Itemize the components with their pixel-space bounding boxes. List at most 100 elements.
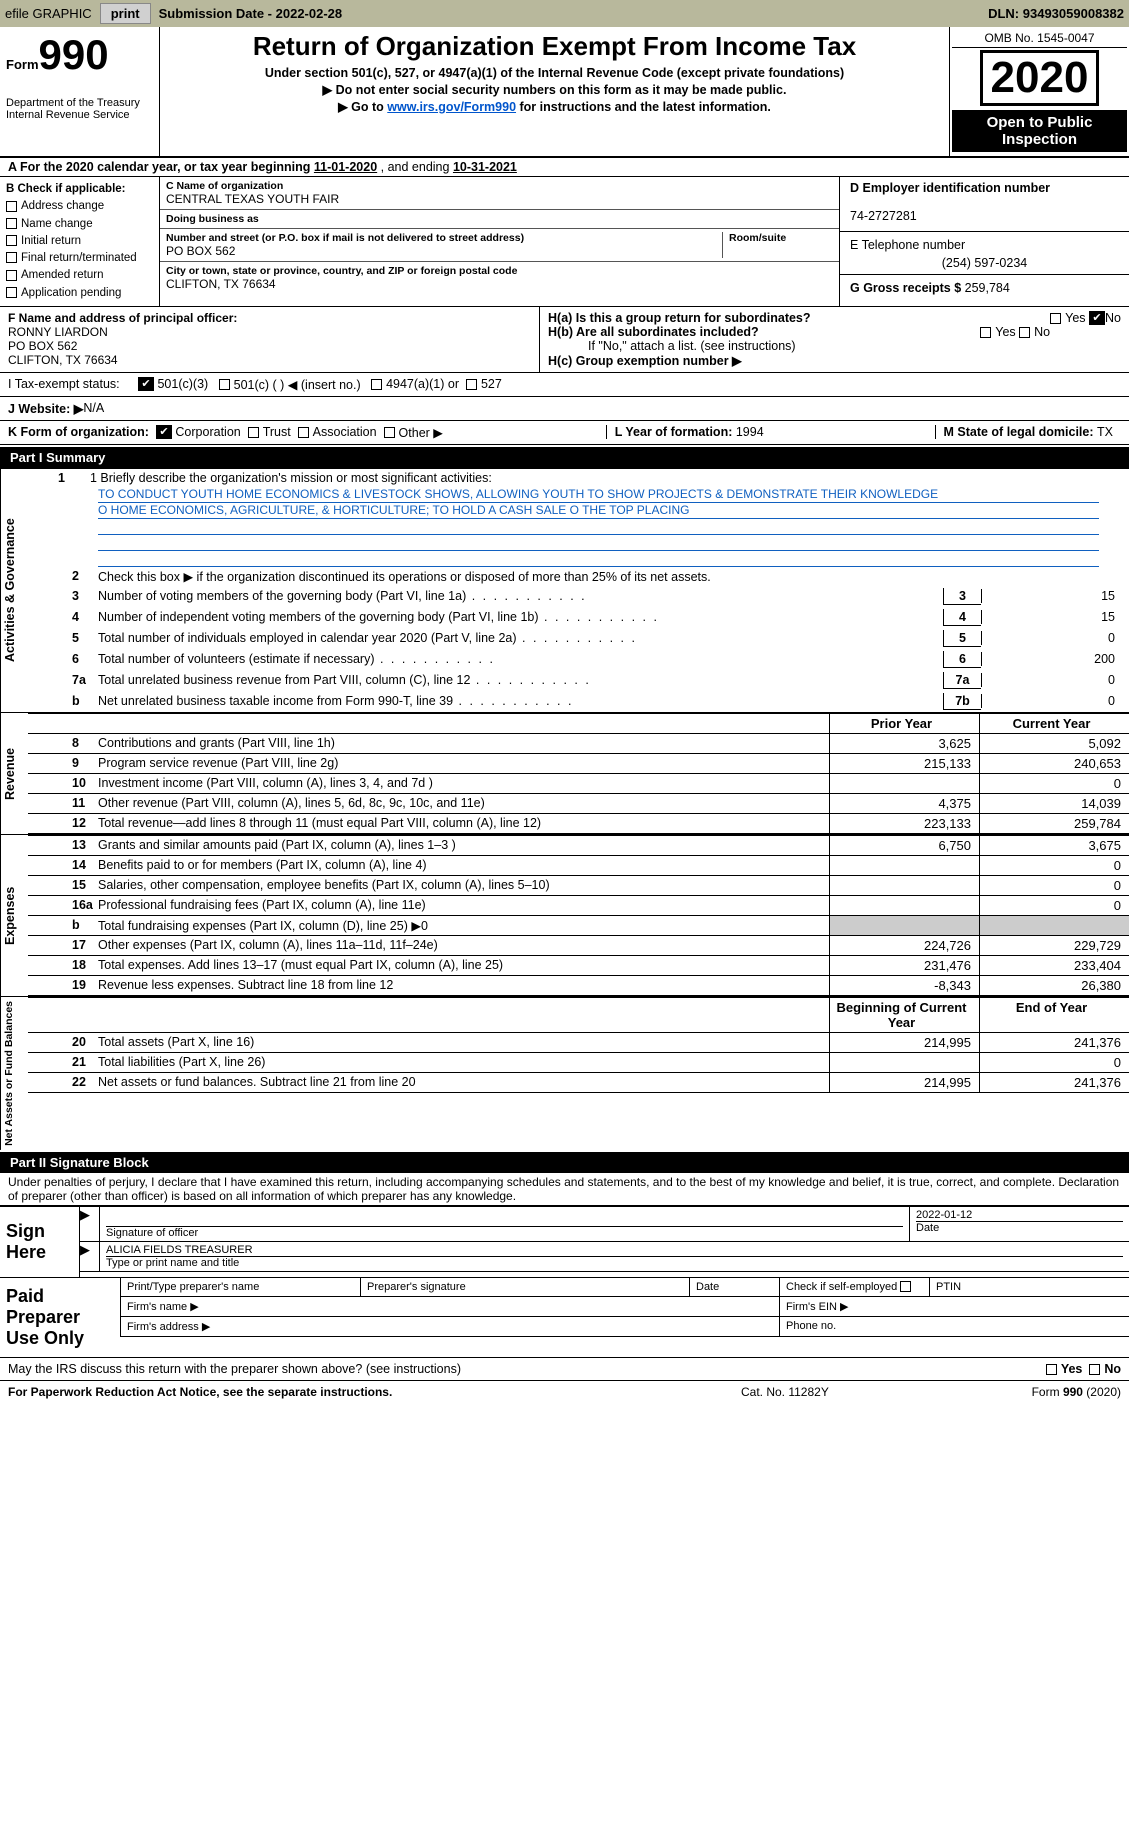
efile-label: efile GRAPHIC <box>5 6 92 21</box>
mission-line-1: TO CONDUCT YOUTH HOME ECONOMICS & LIVEST… <box>98 487 1099 503</box>
gov-row: 5 Total number of individuals employed i… <box>28 628 1129 649</box>
checkbox-address-change[interactable] <box>6 201 17 212</box>
prep-name-hdr: Print/Type preparer's name <box>120 1278 360 1296</box>
k-corp-checked: ✔ <box>156 425 172 439</box>
subtitle-1: Under section 501(c), 527, or 4947(a)(1)… <box>166 66 943 80</box>
table-row: 17Other expenses (Part IX, column (A), l… <box>28 936 1129 956</box>
hb-yes[interactable] <box>980 327 991 338</box>
topbar: efile GRAPHIC print Submission Date - 20… <box>0 0 1129 27</box>
checkbox-name-change[interactable] <box>6 218 17 229</box>
mayirs-no[interactable] <box>1089 1364 1100 1375</box>
k-trust[interactable] <box>248 427 259 438</box>
state-domicile: M State of legal domicile: TX <box>935 425 1121 439</box>
k-other[interactable] <box>384 427 395 438</box>
subtitle-3: ▶ Go to www.irs.gov/Form990 for instruct… <box>166 99 943 114</box>
prep-date-hdr: Date <box>689 1278 779 1296</box>
table-row: 22Net assets or fund balances. Subtract … <box>28 1073 1129 1093</box>
form-of-org-row: K Form of organization: ✔ Corporation Tr… <box>0 421 1129 445</box>
table-row: 10Investment income (Part VIII, column (… <box>28 774 1129 794</box>
part-ii-header: Part II Signature Block <box>0 1152 1129 1173</box>
mission-label: 1 Briefly describe the organization's mi… <box>72 471 492 485</box>
table-row: 20Total assets (Part X, line 16) 214,995… <box>28 1033 1129 1053</box>
table-row: 19Revenue less expenses. Subtract line 1… <box>28 976 1129 996</box>
dln: DLN: 93493059008382 <box>988 6 1124 21</box>
sig-officer-label: Signature of officer <box>106 1227 198 1239</box>
prep-check: Check if self-employed <box>779 1278 929 1296</box>
open-public-badge: Open to Public Inspection <box>952 110 1127 152</box>
catalog-number: Cat. No. 11282Y <box>741 1385 941 1399</box>
gross-receipts-label: G Gross receipts $ <box>850 281 965 295</box>
department-label: Department of the Treasury Internal Reve… <box>6 97 153 121</box>
gov-row: 6 Total number of volunteers (estimate i… <box>28 649 1129 670</box>
gross-receipts: 259,784 <box>965 281 1010 295</box>
table-row: 21Total liabilities (Part X, line 26) 0 <box>28 1053 1129 1073</box>
submission-date-label: Submission Date - 2022-02-28 <box>159 6 343 21</box>
sign-here-label: Sign Here <box>0 1207 80 1277</box>
officer-label: F Name and address of principal officer: <box>8 311 237 325</box>
city-label: City or town, state or province, country… <box>166 265 833 277</box>
form-number: Form990 <box>6 31 153 79</box>
phone: (254) 597-0234 <box>942 256 1027 270</box>
checkbox-final-return[interactable] <box>6 252 17 263</box>
ein: 74-2727281 <box>850 209 917 223</box>
form-page-label: Form 990 (2020) <box>941 1385 1121 1399</box>
dba-label: Doing business as <box>166 213 833 225</box>
date-label: Date <box>916 1222 939 1234</box>
status-527-checkbox[interactable] <box>466 379 477 390</box>
form-title: Return of Organization Exempt From Incom… <box>166 31 943 62</box>
firm-ein: Firm's EIN ▶ <box>779 1297 1129 1316</box>
firm-name: Firm's name ▶ <box>120 1297 779 1316</box>
ha-no-checked: ✔ <box>1089 311 1105 325</box>
gov-row: 3 Number of voting members of the govern… <box>28 586 1129 607</box>
table-row: 11Other revenue (Part VIII, column (A), … <box>28 794 1129 814</box>
table-row: 18Total expenses. Add lines 13–17 (must … <box>28 956 1129 976</box>
line-2: Check this box ▶ if the organization dis… <box>58 569 1121 584</box>
address-label: Number and street (or P.O. box if mail i… <box>166 232 722 244</box>
status-501c-checkbox[interactable] <box>219 379 230 390</box>
status-4947-checkbox[interactable] <box>371 379 382 390</box>
prep-sig-hdr: Preparer's signature <box>360 1278 689 1296</box>
table-row: 12Total revenue—add lines 8 through 11 (… <box>28 814 1129 834</box>
arrow-icon: ▶ <box>80 1207 100 1241</box>
table-row: 15Salaries, other compensation, employee… <box>28 876 1129 896</box>
typed-name: ALICIA FIELDS TREASURER <box>106 1244 1123 1257</box>
paid-preparer-label: Paid Preparer Use Only <box>0 1278 120 1357</box>
room-label: Room/suite <box>729 232 833 244</box>
gov-row: 7a Total unrelated business revenue from… <box>28 670 1129 691</box>
checkbox-initial-return[interactable] <box>6 235 17 246</box>
year-formation: L Year of formation: 1994 <box>606 425 772 439</box>
print-button[interactable]: print <box>100 3 151 24</box>
officer-name: RONNY LIARDON <box>8 325 108 339</box>
form-header: Form990 Department of the Treasury Inter… <box>0 27 1129 158</box>
part-i-header: Part I Summary <box>0 447 1129 468</box>
table-row: 9Program service revenue (Part VIII, lin… <box>28 754 1129 774</box>
mayirs-yes[interactable] <box>1046 1364 1057 1375</box>
gov-row: 4 Number of independent voting members o… <box>28 607 1129 628</box>
checkbox-amended[interactable] <box>6 270 17 281</box>
table-row: 16aProfessional fundraising fees (Part I… <box>28 896 1129 916</box>
table-row: 14Benefits paid to or for members (Part … <box>28 856 1129 876</box>
perjury-declaration: Under penalties of perjury, I declare th… <box>0 1173 1129 1206</box>
ha-yes[interactable] <box>1050 313 1061 324</box>
table-row: bTotal fundraising expenses (Part IX, co… <box>28 916 1129 936</box>
row-a-tax-year: A For the 2020 calendar year, or tax yea… <box>0 158 1129 177</box>
ein-label: D Employer identification number <box>850 181 1050 195</box>
officer-addr: PO BOX 562 <box>8 339 77 353</box>
checkbox-application-pending[interactable] <box>6 287 17 298</box>
side-activities: Activities & Governance <box>0 469 28 712</box>
irs-link[interactable]: www.irs.gov/Form990 <box>387 100 516 114</box>
website-row: J Website: ▶ N/A <box>0 397 1129 421</box>
phone-label: E Telephone number <box>850 238 965 252</box>
table-row: 8Contributions and grants (Part VIII, li… <box>28 734 1129 754</box>
hb-no[interactable] <box>1019 327 1030 338</box>
address: PO BOX 562 <box>166 244 722 258</box>
row-fh: F Name and address of principal officer:… <box>0 307 1129 373</box>
arrow-icon: ▶ <box>80 1242 100 1271</box>
typed-label: Type or print name and title <box>106 1257 239 1269</box>
k-assoc[interactable] <box>298 427 309 438</box>
website-value: N/A <box>83 401 104 415</box>
side-net-assets: Net Assets or Fund Balances <box>0 997 28 1150</box>
side-revenue: Revenue <box>0 713 28 834</box>
status-501c3-checked: ✔ <box>138 377 154 391</box>
mission-line-2: O HOME ECONOMICS, AGRICULTURE, & HORTICU… <box>98 503 1099 519</box>
